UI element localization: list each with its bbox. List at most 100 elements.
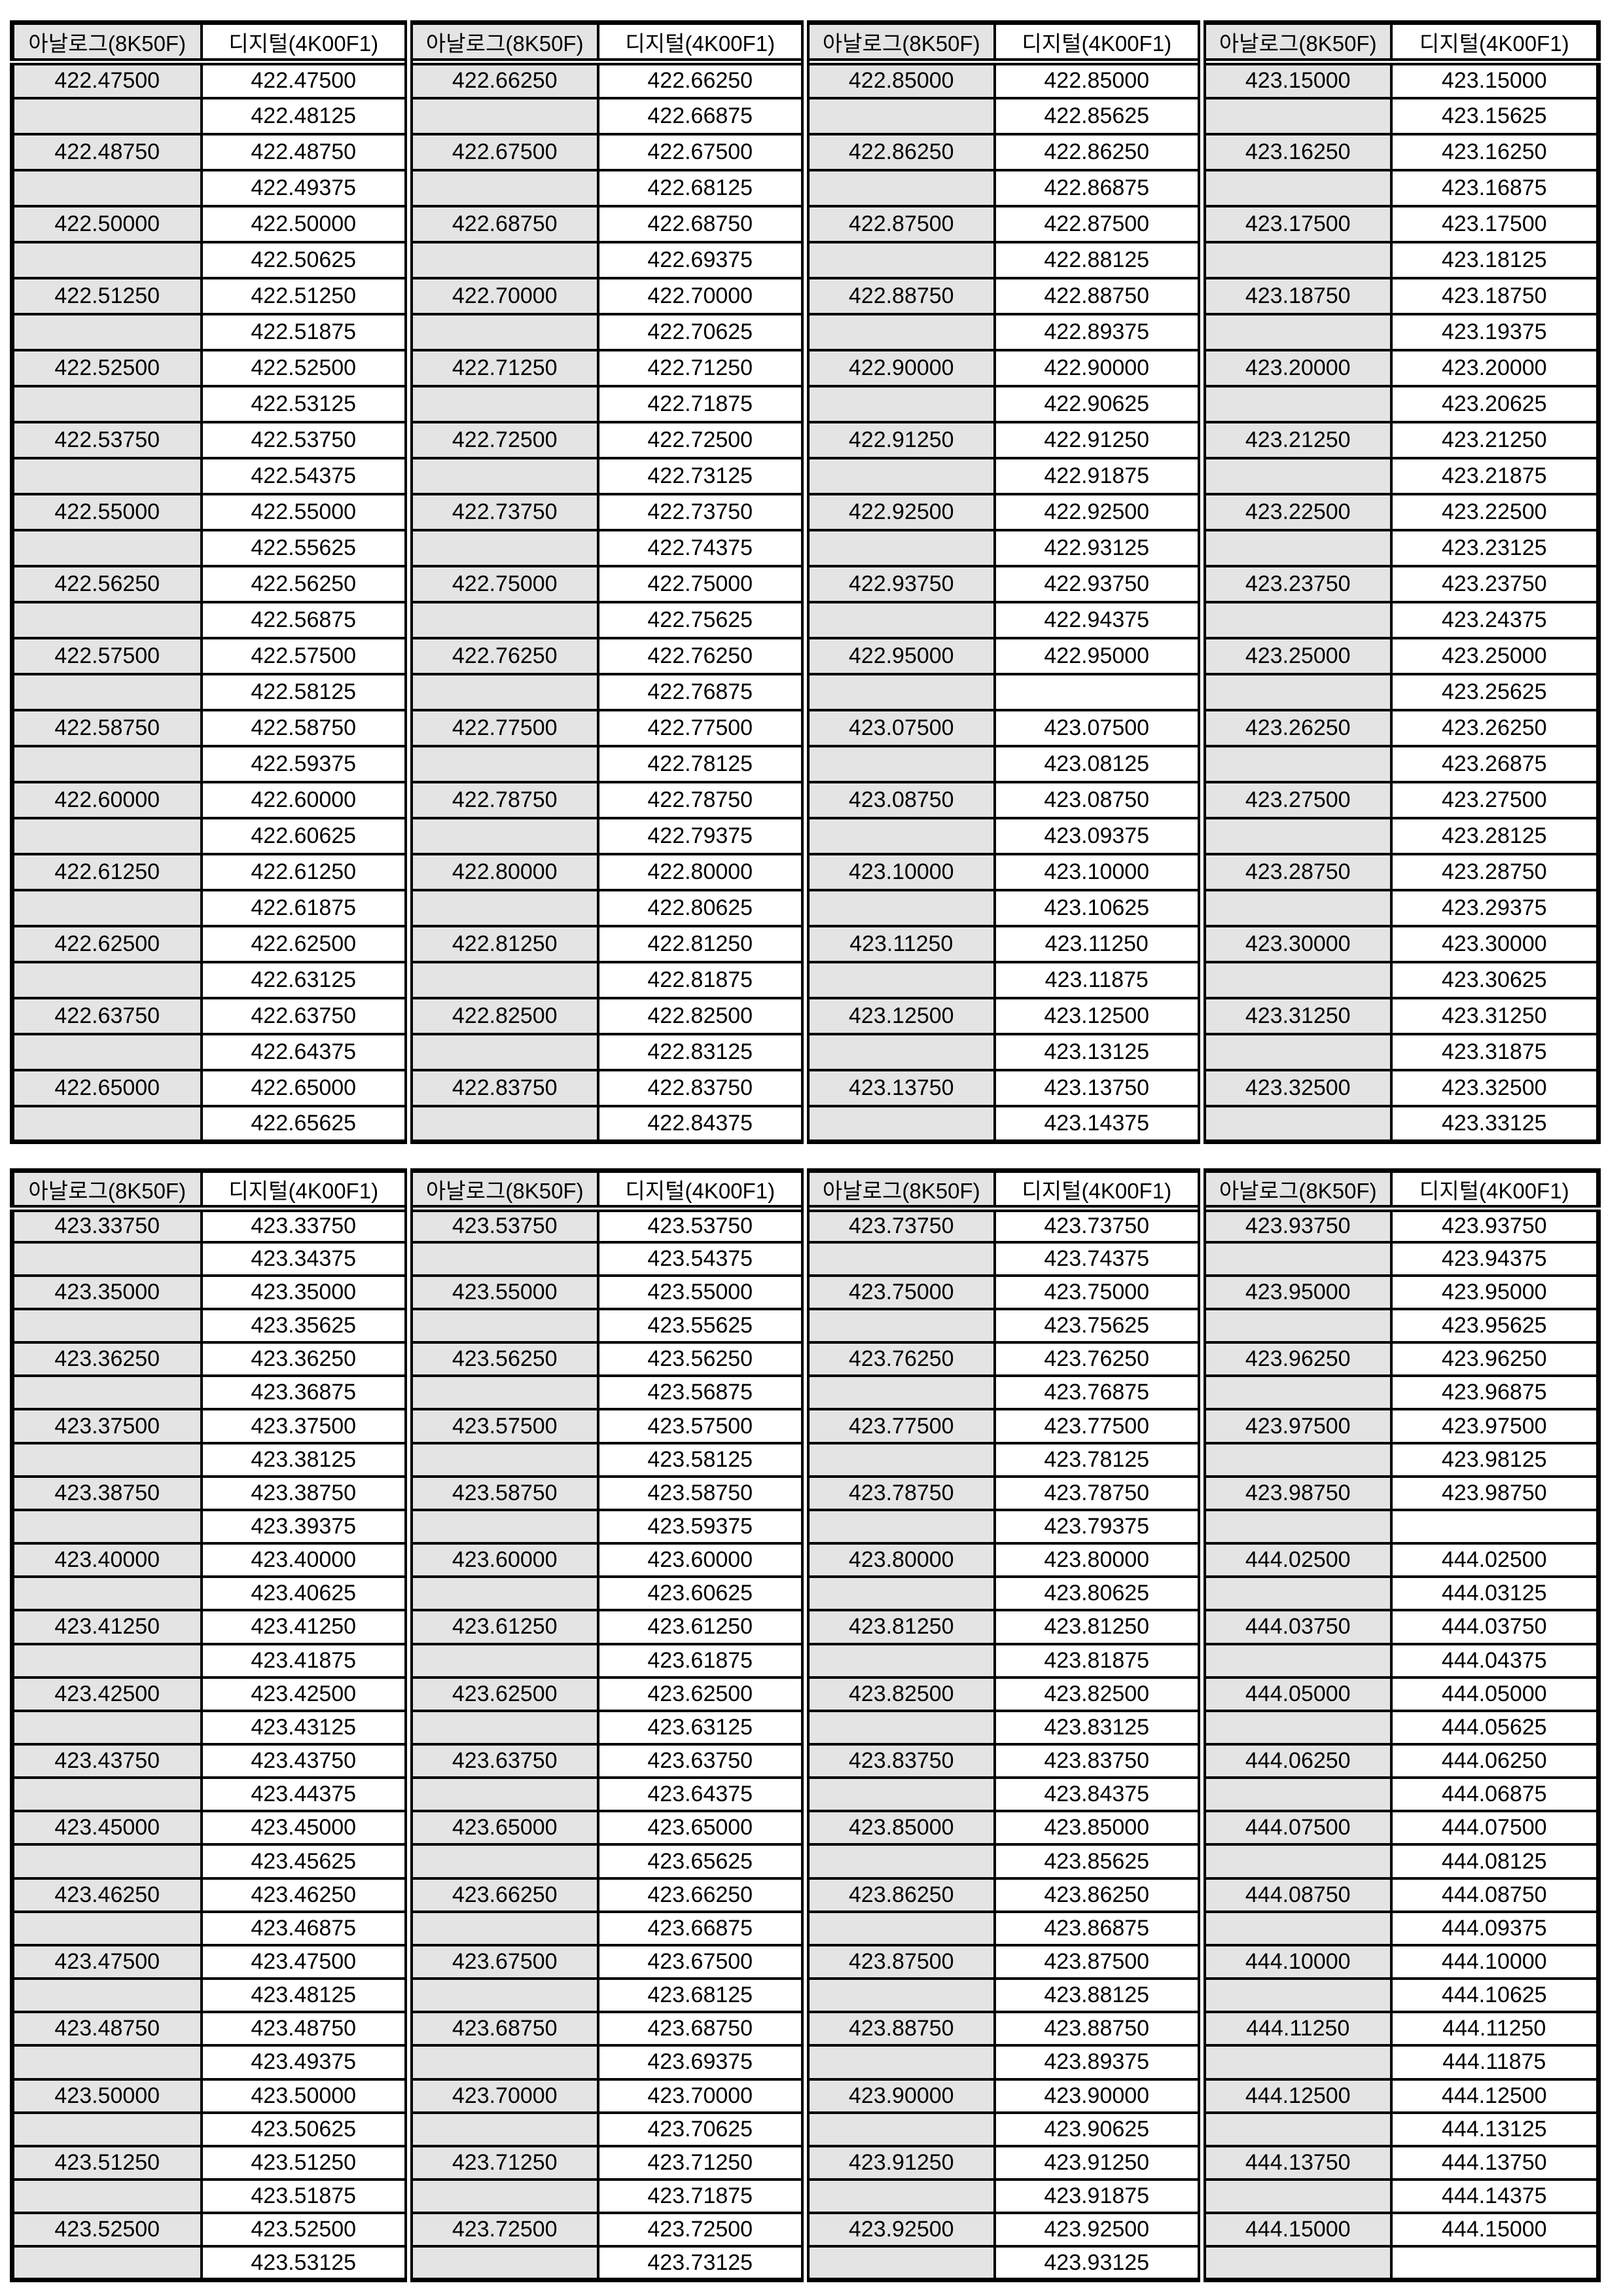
digital-cell: 423.61875	[596, 1642, 807, 1679]
digital-cell: 423.16250	[1389, 132, 1600, 171]
analog-cell: 423.80000	[801, 1542, 996, 1579]
digital-cell: 423.50000	[200, 2077, 410, 2114]
digital-cell: 423.57500	[596, 1408, 807, 1444]
analog-cell: 423.61250	[404, 1609, 599, 1645]
digital-cell: 422.88750	[993, 276, 1204, 315]
analog-cell: 422.88750	[801, 276, 996, 315]
digital-cell: 423.80000	[993, 1542, 1204, 1579]
digital-cell: 423.78125	[993, 1441, 1204, 1478]
analog-cell: 422.81250	[404, 924, 599, 963]
table-row: 423.33750 423.33750 423.53750 423.53750 423.…	[10, 1207, 1600, 1244]
analog-cell: 423.11250	[801, 924, 996, 963]
analog-cell	[404, 1508, 599, 1545]
analog-cell	[10, 2111, 203, 2147]
digital-cell: 444.02500	[1389, 1542, 1600, 1579]
digital-cell: 422.85000	[993, 60, 1204, 99]
digital-cell: 422.51875	[200, 312, 410, 351]
digital-cell: 423.56250	[596, 1341, 807, 1378]
analog-cell: 423.13750	[801, 1068, 996, 1107]
table-row: 422.60000 422.60000 422.78750 422.78750 423.…	[10, 780, 1600, 819]
header-row: 아날로그(8K50F) 디지털(4K00F1) 아날로그(8K50F) 디지털(4K0…	[10, 21, 1600, 65]
digital-cell: 422.69375	[596, 240, 807, 279]
digital-cell: 423.37500	[200, 1408, 410, 1444]
analog-cell	[1198, 1374, 1393, 1411]
digital-cell: 423.85625	[993, 1843, 1204, 1880]
analog-cell: 423.77500	[801, 1408, 996, 1444]
table-row: 423.52500 423.52500 423.72500 423.72500 423.…	[10, 2212, 1600, 2248]
analog-cell	[404, 816, 599, 855]
digital-cell: 444.03125	[1389, 1575, 1600, 1612]
digital-cell: 422.87500	[993, 204, 1204, 243]
table-row: 422.50000 422.50000 422.68750 422.68750 422.…	[10, 204, 1600, 243]
digital-cell: 423.40625	[200, 1575, 410, 1612]
analog-cell	[404, 456, 599, 495]
analog-cell	[10, 1642, 203, 1679]
digital-cell: 422.65000	[200, 1068, 410, 1107]
analog-cell	[404, 96, 599, 135]
digital-cell: 422.50000	[200, 204, 410, 243]
digital-cell: 422.61875	[200, 888, 410, 927]
analog-cell	[801, 1104, 996, 1143]
digital-cell: 423.49375	[200, 2044, 410, 2081]
digital-cell: 423.86250	[993, 1876, 1204, 1913]
analog-cell: 422.55000	[10, 492, 203, 531]
digital-cell: 423.85000	[993, 1810, 1204, 1846]
analog-cell: 423.40000	[10, 1542, 203, 1579]
digital-cell: 423.68125	[596, 1977, 807, 2014]
analog-cell: 423.32500	[1198, 1068, 1393, 1107]
analog-cell: 444.12500	[1198, 2077, 1393, 2114]
table-row: 422.56875 422.75625 422.94375 423.24375	[10, 600, 1600, 639]
analog-cell: 422.90000	[801, 348, 996, 387]
table-row: 422.63125 422.81875 423.11875 423.30625	[10, 960, 1600, 999]
analog-cell	[801, 2178, 996, 2215]
analog-cell	[1198, 240, 1393, 279]
analog-cell: 423.56250	[404, 1341, 599, 1378]
analog-cell: 423.17500	[1198, 204, 1393, 243]
analog-cell: 422.57500	[10, 636, 203, 675]
analog-cell	[801, 2245, 996, 2282]
digital-cell: 422.95000	[993, 636, 1204, 675]
table-row: 423.43750 423.43750 423.63750 423.63750 423.…	[10, 1742, 1600, 1780]
table-row: 423.35000 423.35000 423.55000 423.55000 423.…	[10, 1274, 1600, 1310]
table-header: 아날로그(8K50F) 디지털(4K00F1) 아날로그(8K50F) 디지털(4K0…	[10, 1169, 1600, 1212]
digital-cell: 422.51250	[200, 276, 410, 315]
digital-cell: 423.27500	[1389, 780, 1600, 819]
digital-cell: 423.26875	[1389, 744, 1600, 783]
table-row: 423.50625 423.70625 423.90625 444.13125	[10, 2111, 1600, 2147]
analog-cell	[10, 1104, 203, 1143]
digital-cell: 423.15000	[1389, 60, 1600, 99]
digital-cell: 423.28750	[1389, 852, 1600, 891]
analog-header-cell: 아날로그(8K50F)	[404, 1169, 599, 1212]
analog-cell	[1198, 1441, 1393, 1478]
analog-cell: 422.52500	[10, 348, 203, 387]
digital-cell: 422.64375	[200, 1032, 410, 1071]
table-row: 422.65000 422.65000 422.83750 422.83750 423.…	[10, 1068, 1600, 1107]
table-row: 423.46250 423.46250 423.66250 423.66250 423.…	[10, 1876, 1600, 1913]
analog-cell	[10, 1508, 203, 1545]
table-row: 422.56250 422.56250 422.75000 422.75000 422.…	[10, 564, 1600, 603]
analog-cell	[404, 1374, 599, 1411]
table-row: 422.61875 422.80625 423.10625 423.29375	[10, 888, 1600, 927]
digital-cell: 423.34375	[200, 1240, 410, 1277]
analog-cell: 423.25000	[1198, 636, 1393, 675]
table-row: 423.39375 423.59375 423.79375	[10, 1508, 1600, 1545]
analog-cell	[10, 1709, 203, 1746]
analog-cell	[1198, 384, 1393, 423]
analog-cell	[801, 96, 996, 135]
analog-cell: 423.51250	[10, 2144, 203, 2181]
digital-cell: 422.49375	[200, 168, 410, 207]
digital-cell: 423.83750	[993, 1742, 1204, 1780]
digital-cell: 423.07500	[993, 708, 1204, 747]
analog-cell: 422.80000	[404, 852, 599, 891]
digital-cell: 422.60000	[200, 780, 410, 819]
analog-cell: 423.73750	[801, 1207, 996, 1244]
analog-cell	[1198, 528, 1393, 567]
analog-cell: 423.55000	[404, 1274, 599, 1310]
digital-cell: 423.98125	[1389, 1441, 1600, 1478]
analog-cell	[1198, 312, 1393, 351]
analog-cell	[1198, 816, 1393, 855]
analog-cell: 422.75000	[404, 564, 599, 603]
digital-cell: 423.88125	[993, 1977, 1204, 2014]
table-row: 423.41250 423.41250 423.61250 423.61250 423.…	[10, 1609, 1600, 1645]
